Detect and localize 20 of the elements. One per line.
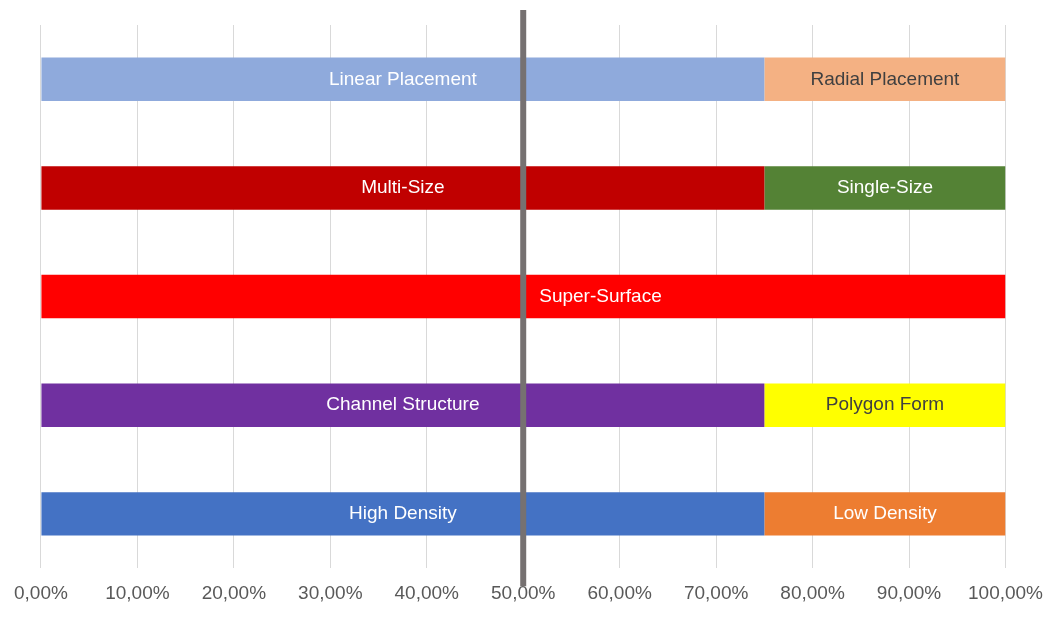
data-label: Linear Placement — [328, 67, 478, 89]
data-label: Super-Surface — [539, 284, 662, 306]
data-label: Radial Placement — [810, 67, 961, 89]
data-label: Low Density — [833, 502, 938, 524]
x-tick-label: 10,00% — [105, 581, 170, 603]
x-tick-label: 0,00% — [14, 581, 68, 603]
x-tick-label: 90,00% — [876, 581, 942, 603]
data-label: Multi-Size — [361, 176, 445, 198]
data-label: Single-Size — [836, 176, 933, 198]
data-label: Polygon Form — [825, 393, 945, 415]
data-label: High Density — [349, 502, 458, 524]
x-tick-label: 80,00% — [780, 581, 845, 603]
x-tick-label: 30,00% — [298, 581, 363, 603]
x-tick-label: 100,00% — [967, 581, 1044, 603]
x-tick-label: 50,00% — [490, 581, 556, 603]
data-label: Channel Structure — [326, 393, 480, 415]
x-tick-label: 40,00% — [394, 581, 460, 603]
x-tick-label: 60,00% — [587, 581, 652, 603]
x-tick-label: 70,00% — [683, 581, 749, 603]
x-tick-label: 20,00% — [201, 581, 267, 603]
